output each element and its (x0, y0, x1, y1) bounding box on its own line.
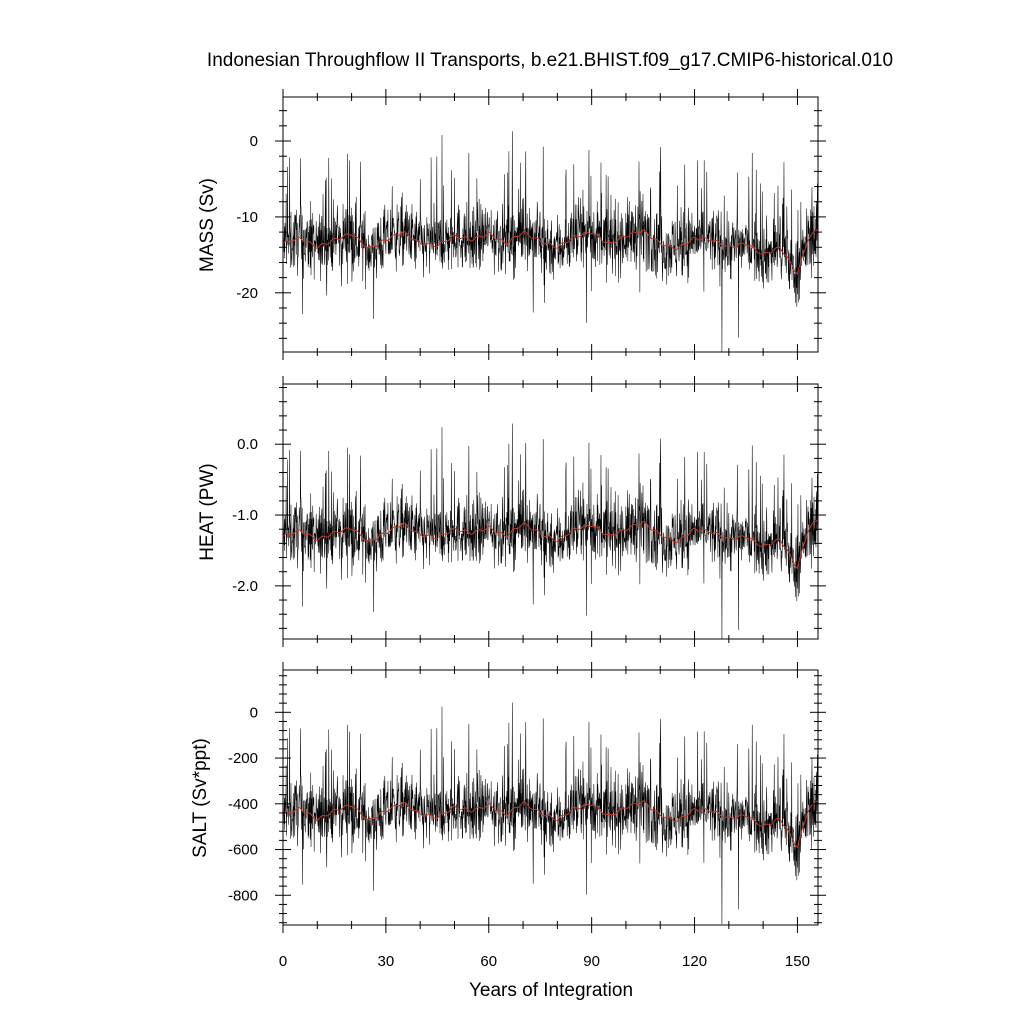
x-tick-labels: 0 30 60 90 120 150 (279, 953, 810, 970)
plot-frame-mass (282, 96, 819, 353)
x-tick-label: 150 (785, 953, 810, 970)
y-tick-label: -600 (228, 842, 258, 859)
y-tick-label: -800 (228, 887, 258, 904)
plot-frame-heat (282, 383, 819, 640)
raw-line-heat (282, 423, 819, 640)
smoothed-series-mass (282, 229, 819, 276)
panel-heat: HEAT (PW) 0.0 -1.0 -2.0 (197, 376, 826, 647)
x-tick-label: 30 (378, 953, 395, 970)
x-tick-label: 90 (583, 953, 600, 970)
y-tick-label: -1.0 (232, 507, 258, 524)
y-tick-label: -2.0 (232, 578, 258, 595)
panel-salt: SALT (Sv*ppt) 0 -200 -400 -600 -800 (190, 662, 826, 933)
x-axis-label: Years of Integration (469, 980, 633, 1001)
x-tick-label: 0 (279, 953, 287, 970)
ylabel-mass: MASS (Sv) (197, 178, 218, 272)
y-tick-label: -200 (228, 750, 258, 767)
smoothed-series-heat (282, 519, 819, 570)
ylabel-heat: HEAT (PW) (197, 463, 218, 560)
y-tick-label: 0.0 (237, 436, 258, 453)
smoothed-line-heat (282, 519, 819, 570)
y-tick-label: -10 (236, 209, 258, 226)
x-tick-label: 120 (682, 953, 707, 970)
raw-line-mass (282, 131, 819, 353)
y-tick-label: -20 (236, 285, 258, 302)
plot-frame-salt (282, 669, 819, 926)
panel-mass: MASS (Sv) 0 -10 -20 (197, 89, 826, 360)
y-tick-label: 0 (250, 704, 258, 721)
raw-series-salt (282, 702, 819, 924)
smoothed-line-salt (282, 800, 819, 849)
smoothed-series-salt (282, 800, 819, 849)
ylabel-salt: SALT (Sv*ppt) (190, 738, 211, 858)
raw-line-salt (282, 702, 819, 924)
smoothed-line-mass (282, 229, 819, 276)
raw-series-mass (282, 131, 819, 353)
y-tick-label: 0 (250, 133, 258, 150)
y-tick-label: -400 (228, 796, 258, 813)
raw-series-heat (282, 423, 819, 640)
chart-title: Indonesian Throughflow II Transports, b.… (207, 50, 893, 71)
x-tick-label: 60 (480, 953, 497, 970)
